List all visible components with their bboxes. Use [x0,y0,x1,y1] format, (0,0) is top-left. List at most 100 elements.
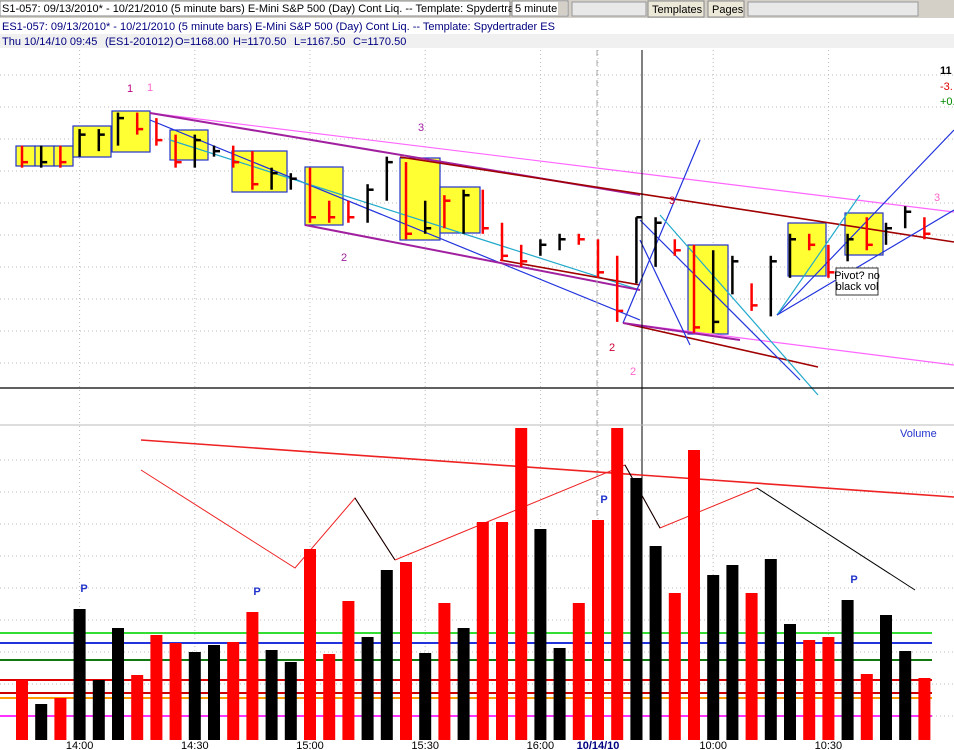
volume-bar [476,522,489,740]
info-line: Thu 10/14/10 09:45 (ES1-201012) O=1168.0… [2,36,406,48]
info-low: L=1167.50 [294,36,346,48]
volume-bar [803,640,816,740]
x-tick-label: 14:30 [181,740,209,750]
price-label: +0. [940,96,954,108]
volume-bar [169,643,182,740]
x-tick-label: 14:00 [66,740,94,750]
volume-bar [323,654,336,740]
volume-bar [899,651,912,740]
wave-label: 3 [418,122,424,134]
pivot-label: P [600,494,607,506]
volume-bar [380,570,393,740]
button-label: Pages [712,4,744,16]
header-bar [0,18,954,34]
x-tick-label: 16:00 [527,740,555,750]
volume-bar [553,648,566,740]
volume-bar [265,650,278,740]
x-tick-label: 10:00 [699,740,727,750]
volume-bar [630,478,643,740]
interval-select[interactable] [511,0,569,17]
volume-bar [35,704,48,740]
pivot-label: P [850,574,857,586]
volume-bar [208,645,220,740]
volume-bar [860,674,873,740]
volume-bar [822,637,835,740]
note: black vol [836,281,879,293]
pivot-label: P [80,583,87,595]
x-tick-label: 15:00 [296,740,324,750]
volume-bar [668,593,681,740]
note: Pivot? no [834,270,880,282]
volume-bar [188,652,201,740]
volume-bar [707,575,720,740]
volume-bar [496,522,508,740]
info-open: O=1168.00 [175,36,229,48]
wave-label: 1 [147,82,153,94]
wave-label: 2 [630,366,636,378]
price-label: -3. [940,81,953,93]
pages-button[interactable] [707,0,745,18]
volume-bar [745,593,758,740]
title-field [0,0,511,17]
volume-bar [784,624,796,740]
tool-icons[interactable] [571,1,647,17]
pane-title: Volume [900,428,937,440]
dropdown-arrow[interactable] [558,2,567,15]
volume-bar [54,698,67,740]
info-bar [0,34,954,48]
volume-bar [284,662,297,740]
info-day: Thu [2,36,21,48]
volume-bar [880,615,892,740]
volume-bar [572,603,585,740]
interval: 5 minute [515,3,557,15]
chart-header: ES1-057: 09/13/2010* - 10/21/2010 (5 min… [2,21,555,33]
volume-bar [764,559,777,740]
volume-bar [342,601,355,740]
volume-bar [361,637,374,740]
x-tick-label: 10:30 [815,740,843,750]
volume-bar [592,520,604,740]
volume-bar [92,680,105,740]
wave-label: 3 [669,195,675,207]
x-tick-label: 10/14/10 [577,740,620,750]
volume-bar [400,562,412,740]
volume-bar [611,428,624,740]
volume-bar [457,628,470,740]
volume-bar [150,635,163,740]
info-high: H=1170.50 [233,36,286,48]
pivot-label: P [253,586,260,598]
x-tick-label: 15:30 [411,740,439,750]
volume-bar [534,529,547,740]
volume-bar [688,450,700,740]
volume-bar [726,565,739,740]
templates-button[interactable] [647,0,705,18]
grid [0,50,954,750]
volume-bar [16,680,28,740]
volume-bar [73,609,86,740]
info-close: C=1170.50 [353,36,406,48]
wave-label: 3 [934,192,940,204]
time-axis [0,740,954,750]
series: 11-3.+0.14:0014:3015:0015:3016:0010/14/1… [16,65,954,750]
wave-label: 2 [341,252,347,264]
wave-label: 2 [609,342,615,354]
volume-bar [131,675,144,740]
info-contract: (ES1-201012) [105,36,174,48]
price-label: 11 [940,65,952,77]
volume-bar [304,549,316,740]
volume-bar [438,603,451,740]
window-title: S1-057: 09/13/2010* - 10/21/2010 (5 minu… [2,3,548,15]
volume-bar [227,642,240,740]
volume-bar [918,678,931,740]
tool-icons[interactable] [747,1,919,17]
volume-bar [246,612,259,740]
wave-label: 1 [127,83,133,95]
volume-bar [112,628,124,740]
volume-bar [841,600,854,740]
button-label: Templates [652,4,703,16]
info-datetime: 10/14/10 09:45 [24,36,97,48]
volume-bar [649,546,662,740]
volume-bar [515,428,528,740]
volume-bar [419,653,432,740]
